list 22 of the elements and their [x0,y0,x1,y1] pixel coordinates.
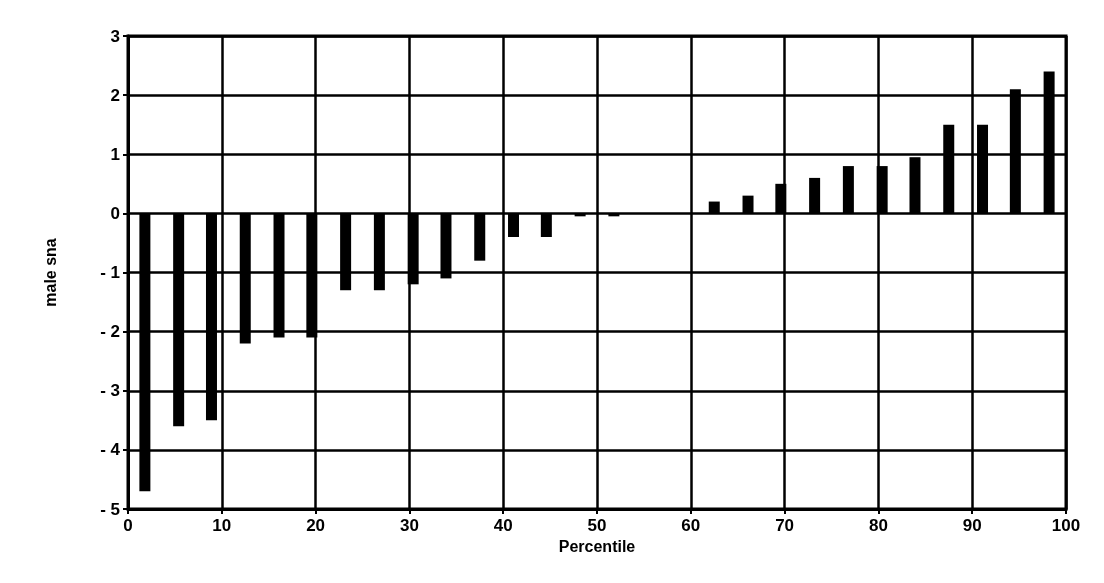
x-tick-label: 0 [123,516,133,535]
y-tick-label: - 5 [100,499,120,519]
y-tick-label: - 4 [100,440,121,460]
y-axis-title: male sna [41,238,59,307]
x-tick-label: 40 [493,516,513,535]
x-tick-label: 30 [399,516,419,535]
y-tick-label: - 1 [100,263,120,282]
y-tick-label: 2 [110,85,120,105]
x-tick-label: 80 [868,516,888,535]
x-tick-label: 70 [775,516,795,535]
y-tick-label: 1 [110,144,120,164]
x-tick-label: 50 [587,516,607,535]
y-tick-label: - 2 [100,322,120,342]
x-tick-label: 20 [306,516,326,535]
y-tick-label: 3 [110,26,120,46]
x-tick-label: 90 [962,516,982,535]
x-tick-label: 100 [1051,516,1081,535]
y-tick-label: - 3 [100,381,120,401]
x-axis-title: Percentile [558,538,636,556]
x-tick-label: 10 [212,516,232,535]
y-tick-label: 0 [110,203,120,223]
x-tick-label: 60 [681,516,701,535]
